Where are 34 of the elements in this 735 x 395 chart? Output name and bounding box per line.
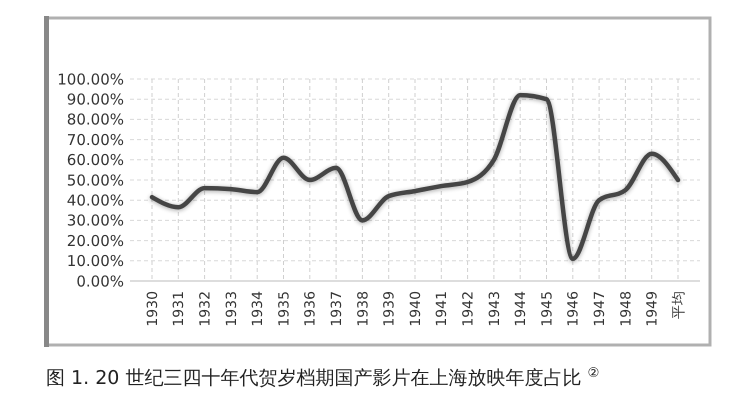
x-tick-label: 1938 xyxy=(355,291,372,327)
x-tick-label: 1940 xyxy=(408,291,424,327)
x-tick-label: 1944 xyxy=(513,290,530,327)
y-tick-label: 10.00% xyxy=(66,252,124,270)
line-series xyxy=(150,92,680,262)
x-tick-label: 1932 xyxy=(198,291,214,327)
y-tick-label: 100.00% xyxy=(57,70,124,88)
x-tick-label: 1935 xyxy=(276,291,292,327)
x-tick-label: 1947 xyxy=(592,291,608,327)
x-tick-label: 1934 xyxy=(250,290,266,327)
x-tick-label: 1936 xyxy=(302,290,319,327)
y-tick-label: 80.00% xyxy=(66,110,124,129)
y-tick-label: 40.00% xyxy=(66,191,124,210)
x-tick-label: 1931 xyxy=(171,291,188,327)
y-tick-label: 70.00% xyxy=(66,130,124,149)
x-tick-label: 1945 xyxy=(539,291,556,327)
text: 图 1. 20 世纪三四十年代贺岁档期国产影片在上海放映年度占比 $^{②}$ xyxy=(46,366,600,389)
y-tick-label: 60.00% xyxy=(66,151,124,170)
y-tick-label: 30.00% xyxy=(66,212,124,230)
x-tick-label: 1949 xyxy=(644,291,661,327)
x-tick-label: 1937 xyxy=(329,291,345,327)
y-tick-label: 20.00% xyxy=(66,232,124,250)
y-tick-label: 50.00% xyxy=(66,171,124,190)
x-tick-label: 1942 xyxy=(460,291,476,327)
x-tick-label: 平均 xyxy=(670,291,687,319)
y-tick-label: 90.00% xyxy=(66,90,124,108)
x-tick-label: 1943 xyxy=(486,291,503,327)
x-tick-label: 1939 xyxy=(382,291,398,327)
x-tick-label: 1948 xyxy=(618,291,634,327)
x-tick-label: 1930 xyxy=(144,291,161,327)
y-tick-label: 0.00% xyxy=(76,272,124,290)
x-tick-label: 1946 xyxy=(566,290,582,327)
x-tick-label: 1941 xyxy=(434,291,450,327)
x-tick-label: 1933 xyxy=(224,291,240,327)
